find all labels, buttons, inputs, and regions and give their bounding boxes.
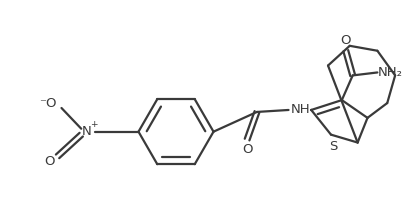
Text: O: O xyxy=(341,34,351,47)
Text: ⁻O: ⁻O xyxy=(39,97,57,110)
Text: +: + xyxy=(90,120,98,129)
Text: N: N xyxy=(81,125,91,138)
Text: O: O xyxy=(44,155,55,168)
Text: NH₂: NH₂ xyxy=(378,66,403,79)
Text: S: S xyxy=(329,140,337,153)
Text: O: O xyxy=(242,143,252,156)
Text: NH: NH xyxy=(291,103,310,117)
